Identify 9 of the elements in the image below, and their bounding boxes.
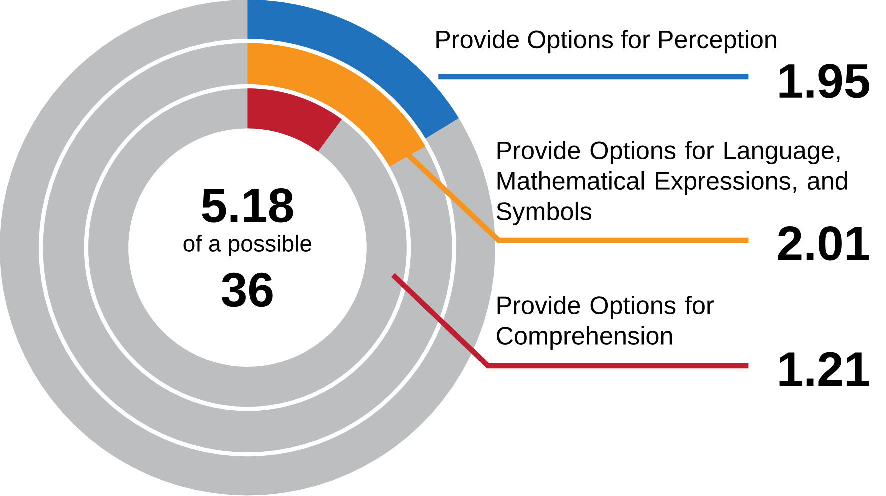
category-label: Provide Options for Perception <box>436 30 776 54</box>
data-label: 1.21 <box>780 352 870 386</box>
text: 5.18 <box>202 188 294 223</box>
data-label: 1.95 <box>780 64 870 98</box>
data-label: 2.01 <box>778 226 870 261</box>
category-label: Provide Options for Language, Mathematical Expressions, and Symbols <box>496 141 848 226</box>
text: 36 <box>222 273 273 308</box>
category-label: Provide Options for Comprehension <box>497 296 714 350</box>
text: of a possible <box>184 235 312 257</box>
